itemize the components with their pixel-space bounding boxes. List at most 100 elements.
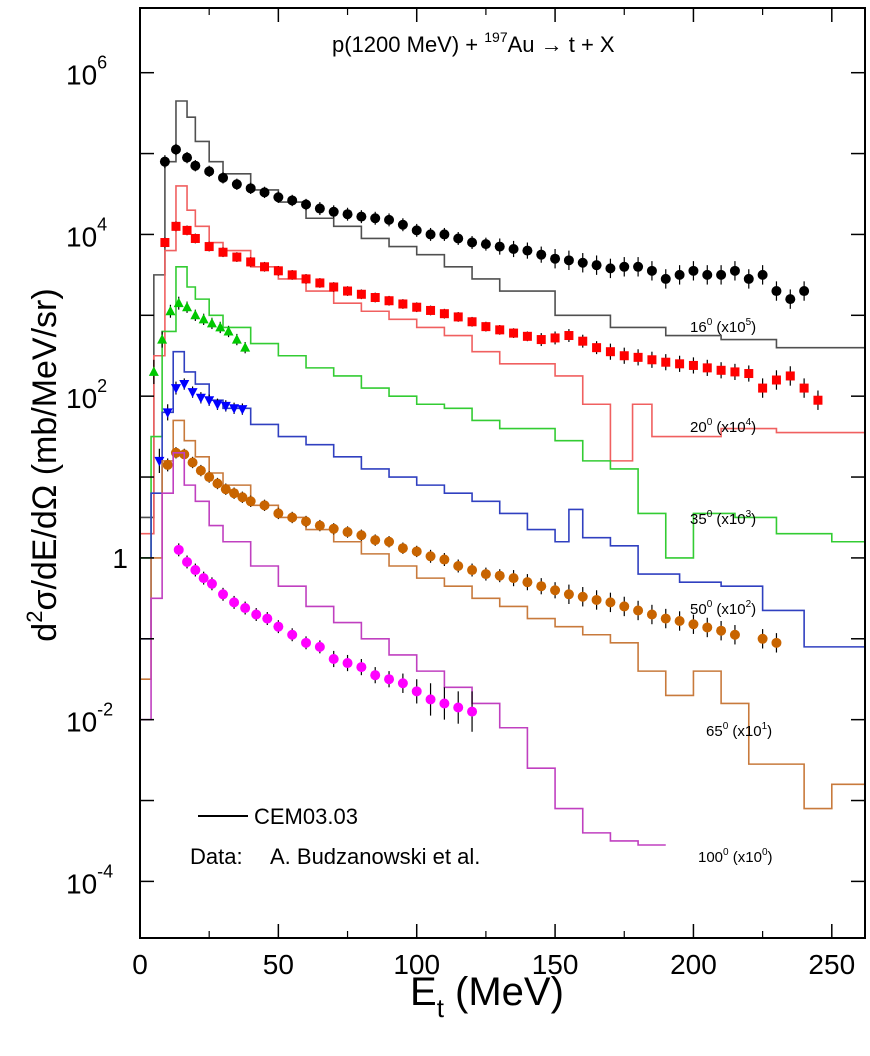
x-axis-label-main: E xyxy=(410,970,437,1014)
data-point-5-20 xyxy=(411,686,422,697)
series-label-close-0: ) xyxy=(751,319,756,336)
data-point-0-12 xyxy=(314,203,325,214)
data-point-4-38 xyxy=(633,605,644,616)
data-point-4-0 xyxy=(162,459,173,470)
data-point-1-12 xyxy=(315,278,325,288)
data-point-0-43 xyxy=(743,273,754,284)
data-point-1-37 xyxy=(661,357,671,367)
data-point-0-8 xyxy=(259,187,270,198)
data-point-0-39 xyxy=(688,265,699,276)
series-label-3: 500 (x102) xyxy=(690,599,756,618)
series-label-close-4: ) xyxy=(767,723,772,740)
data-point-0-17 xyxy=(384,214,395,225)
y-tick-base-5: 10 xyxy=(66,868,97,899)
data-point-5-10 xyxy=(273,621,284,632)
series-label-scale-1: (x10 xyxy=(712,419,745,436)
data-point-2-4 xyxy=(182,301,193,312)
data-point-4-34 xyxy=(577,591,588,602)
data-point-4-17 xyxy=(342,527,353,538)
chart-title: p(1200 MeV) + 197Au → t + X xyxy=(332,29,615,57)
data-point-4-46 xyxy=(757,633,768,644)
data-point-1-9 xyxy=(273,266,283,276)
data-point-0-6 xyxy=(231,179,242,190)
data-point-3-0 xyxy=(154,456,165,467)
model-line-2 xyxy=(140,265,865,559)
data-point-5-7 xyxy=(240,603,251,614)
data-point-1-11 xyxy=(301,274,311,284)
data-point-0-19 xyxy=(411,225,422,236)
data-point-4-22 xyxy=(411,546,422,557)
legend-model-label: CEM03.03 xyxy=(254,804,358,829)
title-part-2: Au → t + X xyxy=(508,32,615,57)
series-label-scale-exp-3: 2 xyxy=(746,599,752,610)
data-point-0-21 xyxy=(439,229,450,240)
data-point-0-4 xyxy=(204,166,215,177)
data-point-0-10 xyxy=(287,195,298,206)
data-point-0-3 xyxy=(190,160,201,171)
data-point-0-32 xyxy=(591,260,602,271)
data-point-1-20 xyxy=(426,305,436,315)
x-tick-label-2: 100 xyxy=(393,949,440,980)
data-point-2-2 xyxy=(165,305,176,316)
series-label-close-1: ) xyxy=(751,419,756,436)
data-point-1-10 xyxy=(287,270,297,280)
series-2 xyxy=(140,265,865,559)
data-point-4-45 xyxy=(729,629,740,640)
data-point-1-34 xyxy=(619,351,629,361)
data-point-2-0 xyxy=(148,366,159,376)
data-point-1-4 xyxy=(204,242,214,252)
data-point-1-39 xyxy=(688,360,698,370)
data-point-2-9 xyxy=(223,325,234,336)
data-point-3-1 xyxy=(162,408,173,418)
data-point-3-5 xyxy=(195,393,206,404)
data-point-4-29 xyxy=(508,573,519,584)
data-point-4-19 xyxy=(370,535,381,546)
data-point-1-24 xyxy=(481,322,491,332)
series-label-deg-1: 0 xyxy=(707,417,713,428)
data-point-5-12 xyxy=(301,637,312,648)
data-point-1-15 xyxy=(356,289,366,299)
data-point-1-2 xyxy=(182,225,192,235)
frame-layer xyxy=(139,7,866,939)
y-tick-base-0: 10 xyxy=(66,60,97,91)
data-point-4-42 xyxy=(688,619,699,630)
data-point-0-36 xyxy=(646,265,657,276)
data-point-5-6 xyxy=(229,597,240,608)
series-label-scale-0: (x10 xyxy=(712,319,745,336)
data-point-1-0 xyxy=(160,238,170,248)
data-point-4-47 xyxy=(771,637,782,648)
data-point-4-25 xyxy=(453,561,464,571)
data-point-4-6 xyxy=(212,478,223,489)
data-point-1-31 xyxy=(578,336,588,346)
data-point-4-44 xyxy=(716,625,727,636)
data-point-1-13 xyxy=(329,282,339,292)
data-point-0-9 xyxy=(273,192,284,203)
y-tick-label-0: 106 xyxy=(66,53,107,91)
data-point-3-2 xyxy=(170,384,181,394)
y-tick-exp-4: -2 xyxy=(97,700,113,720)
data-point-1-42 xyxy=(730,367,740,377)
data-point-1-8 xyxy=(260,262,270,272)
series-label-base-0: 16 xyxy=(690,319,707,336)
title-superscript: 197 xyxy=(484,29,508,45)
data-point-1-5 xyxy=(218,247,228,257)
data-point-1-14 xyxy=(343,286,353,296)
data-point-4-24 xyxy=(439,554,450,565)
x-tick-label-5: 250 xyxy=(808,949,855,980)
data-point-0-35 xyxy=(633,261,644,272)
data-point-1-16 xyxy=(370,293,380,303)
series-label-scale-exp-5: 0 xyxy=(762,847,768,858)
data-point-1-6 xyxy=(232,252,242,262)
data-point-1-7 xyxy=(246,257,256,267)
data-point-4-3 xyxy=(187,457,198,468)
series-4 xyxy=(140,419,865,810)
y-tick-exp-2: 2 xyxy=(97,376,107,396)
x-tick-label-4: 200 xyxy=(670,949,717,980)
series-label-4: 650 (x101) xyxy=(706,721,772,740)
series-layer xyxy=(140,100,865,846)
data-point-1-46 xyxy=(785,371,795,381)
data-point-4-16 xyxy=(328,523,339,534)
y-axis-label-d: d xyxy=(26,623,64,642)
y-tick-label-3: 1 xyxy=(112,543,128,574)
data-point-5-18 xyxy=(384,674,395,685)
